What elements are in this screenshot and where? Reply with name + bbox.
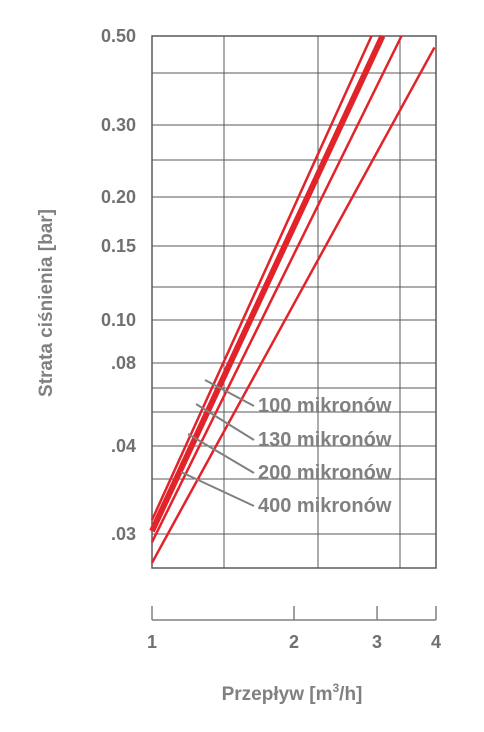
x-axis: 1 2 3 4 xyxy=(147,606,441,652)
legend: 100 mikronów 130 mikronów 200 mikronów 400 … xyxy=(180,379,392,517)
series-line xyxy=(150,35,373,521)
legend-leader-line xyxy=(195,403,255,441)
legend-leader-line xyxy=(187,433,255,474)
series-line xyxy=(150,46,436,564)
legend-label: 200 mikronów xyxy=(258,462,392,484)
legend-label: 100 mikronów xyxy=(258,395,392,417)
y-tick-label: 0.10 xyxy=(101,310,136,330)
x-axis-title: Przepływ [m3/h] xyxy=(222,681,363,705)
legend-label: 130 mikronów xyxy=(258,429,392,451)
y-tick-labels: 0.50 0.30 0.20 0.15 0.10 .08 .04 .03 xyxy=(101,26,136,544)
y-tick-label: 0.15 xyxy=(101,236,136,256)
legend-label: 400 mikronów xyxy=(258,495,392,517)
y-tick-label: .04 xyxy=(111,436,136,456)
legend-leader-line xyxy=(180,471,255,507)
series-line xyxy=(150,35,403,543)
x-tick-label: 1 xyxy=(147,632,157,652)
y-tick-label: .03 xyxy=(111,524,136,544)
y-tick-label: 0.50 xyxy=(101,26,136,46)
y-tick-label: 0.30 xyxy=(101,115,136,135)
series-lines xyxy=(149,34,436,564)
x-tick-label: 3 xyxy=(372,632,382,652)
x-tick-label: 2 xyxy=(289,632,299,652)
series-line xyxy=(149,34,386,533)
y-axis-title: Strata ciśnienia [bar] xyxy=(36,209,57,397)
plot-frame xyxy=(151,35,437,569)
grid xyxy=(151,35,437,569)
y-tick-label: 0.20 xyxy=(101,187,136,207)
x-tick-label: 4 xyxy=(431,632,441,652)
y-tick-label: .08 xyxy=(111,353,136,373)
legend-leader-line xyxy=(204,379,255,407)
